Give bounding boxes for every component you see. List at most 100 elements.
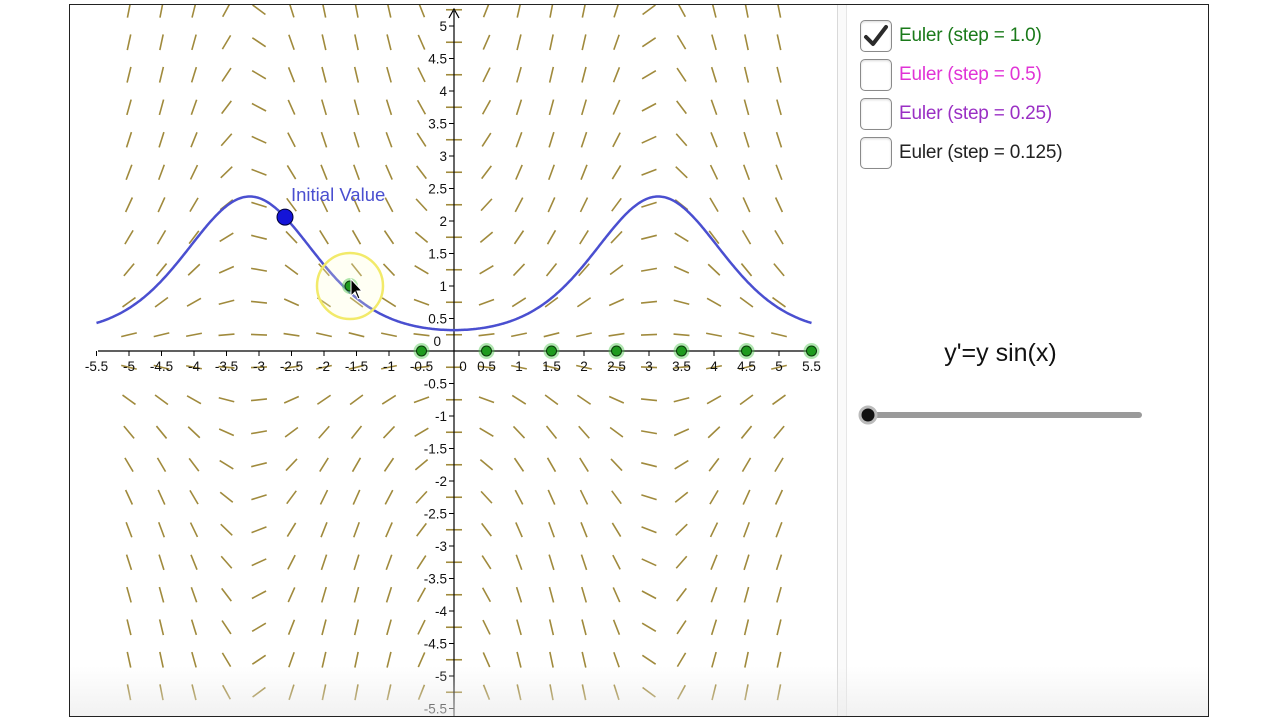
slope-segment (121, 332, 137, 338)
arrow-pointer-icon (350, 277, 364, 300)
slope-segment (251, 69, 267, 80)
checkbox-label[interactable]: Euler (step = 0.125) (899, 142, 1063, 163)
checkbox[interactable] (860, 98, 892, 130)
slope-segment (353, 99, 360, 116)
slope-segment (578, 263, 590, 277)
initial-value-point[interactable] (276, 208, 294, 226)
slope-segment (771, 332, 787, 338)
slope-segment (608, 298, 625, 307)
slope-segment (709, 522, 719, 538)
slope-segment (512, 263, 526, 277)
euler-point[interactable] (741, 345, 752, 357)
slope-segment (219, 232, 234, 243)
slope-segment (479, 458, 494, 471)
slope-segment (548, 521, 555, 538)
euler-checkbox-row-3[interactable]: Euler (step = 0.25) (860, 97, 1052, 131)
view-divider[interactable] (837, 5, 847, 716)
euler-checkbox-row-1[interactable]: Euler (step = 1.0) (860, 19, 1042, 53)
slope-segment (579, 230, 589, 245)
slope-segment (710, 132, 718, 148)
slope-segment (516, 684, 522, 701)
step-slider[interactable] (856, 400, 1156, 430)
x-tick-label: -2 (318, 359, 330, 374)
checkbox-label[interactable]: Euler (step = 1.0) (899, 25, 1042, 46)
graphics-view[interactable]: -5.5 -5 -4.5 -4 -3.5 -3 -2.5 -2 -1.5 -1 -0.5 0 0.5 1 1… (70, 5, 837, 716)
slope-segment (641, 201, 657, 208)
slope-segment (516, 5, 521, 18)
slope-segment (220, 523, 233, 536)
slope-segment (739, 394, 754, 406)
y-tick-label: -5.5 (424, 702, 447, 717)
slope-segment (708, 230, 720, 245)
slope-segment (122, 296, 136, 308)
slope-segment (580, 586, 588, 603)
x-tick-label: 1.5 (542, 359, 561, 374)
euler-point[interactable] (481, 345, 492, 357)
euler-checkbox-row-4[interactable]: Euler (step = 0.125) (860, 136, 1063, 170)
slope-segment (158, 131, 165, 148)
x-tick-label: 2 (580, 359, 588, 374)
euler-point[interactable] (806, 345, 817, 357)
checkbox-label[interactable]: Euler (step = 0.25) (899, 103, 1053, 124)
slope-segment (772, 394, 786, 406)
euler-point[interactable] (546, 345, 557, 357)
x-tick-label: -2.5 (280, 359, 303, 374)
slope-segment (124, 489, 134, 505)
slope-segment (381, 297, 397, 308)
points-layer[interactable] (276, 208, 820, 359)
x-tick-label: -5 (123, 359, 135, 374)
euler-point[interactable] (676, 345, 687, 357)
graph-canvas[interactable]: -5.5 -5 -4.5 -4 -3.5 -3 -2.5 -2 -1.5 -1 -0.5 0 0.5 1 1… (70, 5, 837, 716)
euler-point[interactable] (611, 345, 622, 357)
slope-segment (158, 619, 165, 636)
slope-segment (318, 263, 330, 277)
slope-segment (321, 34, 327, 51)
slope-segment (576, 364, 592, 370)
slope-segment (481, 587, 492, 603)
euler-point[interactable] (416, 345, 427, 357)
slope-segment (126, 619, 132, 636)
slope-segment (381, 394, 397, 405)
slope-segment (515, 164, 523, 180)
slope-segment (126, 5, 131, 18)
slope-segment (641, 654, 657, 665)
slope-segment (320, 164, 328, 180)
slope-segment (516, 651, 522, 668)
slope-segment (250, 300, 268, 304)
slope-segment (581, 619, 587, 636)
y-tick-label: -4 (435, 604, 447, 619)
slope-segment (773, 425, 785, 439)
slope-segment (251, 494, 267, 501)
slope-segment (641, 135, 657, 144)
slope-segment (612, 67, 621, 83)
euler-checkbox-row-2[interactable]: Euler (step = 0.5) (860, 58, 1042, 92)
checkbox[interactable] (860, 59, 892, 91)
checkbox[interactable] (860, 20, 892, 52)
slope-segment (126, 586, 132, 603)
y-tick-label: 3 (439, 149, 447, 164)
slope-segment (674, 491, 689, 503)
checkbox-label[interactable]: Euler (step = 0.5) (899, 64, 1042, 85)
slope-segment (544, 394, 559, 406)
slope-segment (386, 619, 392, 636)
slope-segment (191, 684, 197, 701)
slope-segment (386, 66, 392, 83)
checkbox[interactable] (860, 137, 892, 169)
slope-segment (513, 230, 525, 245)
slope-segment (548, 66, 555, 83)
slope-segment (251, 654, 267, 665)
slope-segment (287, 99, 296, 115)
slope-segment (640, 300, 658, 304)
slope-segment (187, 426, 201, 439)
slope-segment (185, 364, 203, 370)
slope-segment (221, 684, 232, 700)
slope-segment (384, 197, 394, 213)
slope-segment (774, 197, 784, 213)
slope-segment (387, 5, 392, 18)
slope-segment (578, 425, 590, 439)
slider-knob[interactable] (858, 405, 878, 425)
labels-layer: Initial Value (291, 184, 385, 300)
slope-segment (353, 66, 360, 83)
x-tick-label: 0 (459, 359, 467, 374)
checkmark-icon (864, 25, 888, 46)
